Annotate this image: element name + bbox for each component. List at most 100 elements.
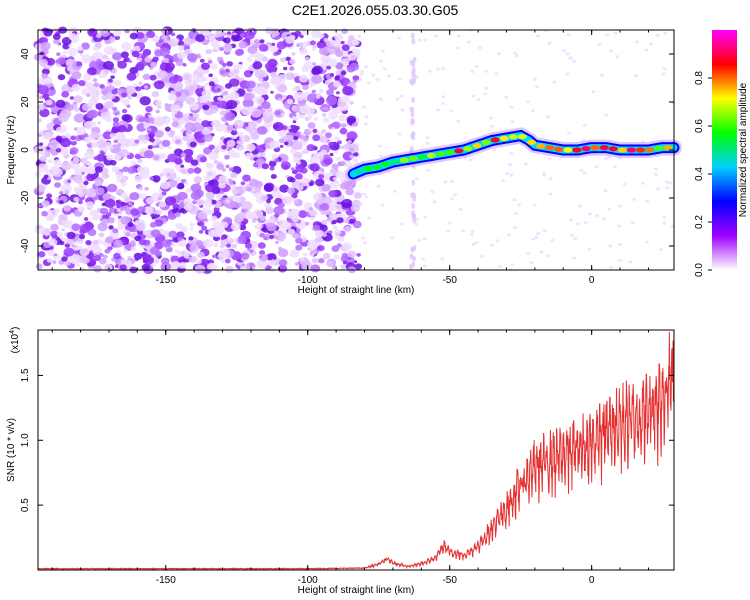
spectrogram-cell xyxy=(199,95,209,104)
spectrogram-ylabel: Frequency (Hz) xyxy=(6,116,17,185)
spectrogram-cell xyxy=(38,251,46,258)
spectrogram-cell xyxy=(189,102,199,111)
spectrogram-cell xyxy=(279,224,284,229)
spectrogram-cell xyxy=(251,218,257,224)
spectrogram-cell xyxy=(245,126,252,132)
spectrogram-cell xyxy=(562,49,567,53)
spectrogram-cell xyxy=(101,172,110,179)
spectrogram-cell xyxy=(41,200,50,208)
spectrogram-cell xyxy=(86,67,97,76)
spectrogram-cell xyxy=(311,74,323,84)
spectrogram-cell xyxy=(161,139,171,147)
spectrogram-cell xyxy=(348,43,353,47)
spectrogram-cell xyxy=(63,205,72,212)
spectrogram-cell xyxy=(492,148,497,152)
spectrogram-cell xyxy=(440,257,445,261)
spectrogram-cell xyxy=(218,182,226,189)
spectrogram-cell xyxy=(201,225,208,231)
spectrogram-cell xyxy=(154,130,164,138)
spectrogram-cell xyxy=(114,154,121,161)
spectrogram-cell xyxy=(252,61,263,70)
spectrogram-cell xyxy=(61,37,72,46)
spectrogram-cell xyxy=(261,227,268,232)
spectrogram-cell xyxy=(318,47,328,56)
spectrogram-cell xyxy=(341,28,348,35)
spectrogram-cell xyxy=(220,258,226,264)
colorbar-tick-label: 0.0 xyxy=(694,263,705,277)
spectrogram-cell xyxy=(74,107,80,112)
spectrogram-cell xyxy=(39,95,44,100)
spectrogram-cell xyxy=(100,110,112,121)
spectrogram-cell xyxy=(329,168,338,175)
signal-cell xyxy=(536,143,546,149)
spectrogram-cell xyxy=(52,260,57,264)
spectrogram-cell xyxy=(224,155,230,160)
spectrogram-cell xyxy=(501,179,506,182)
spectrogram-cell xyxy=(303,149,308,153)
spectrogram-cell xyxy=(111,166,120,173)
spectrogram-cell xyxy=(188,256,197,264)
signal-cell xyxy=(463,146,473,152)
spectrogram-cell xyxy=(332,177,338,181)
spectrogram-cell xyxy=(273,158,280,163)
spectrogram-cell xyxy=(296,184,304,191)
signal-cell xyxy=(417,154,427,160)
spectrogram-cell xyxy=(361,192,366,196)
spectrogram-cell xyxy=(412,56,417,63)
colorbar-tick-label: 0.8 xyxy=(694,71,705,85)
spectrogram-cell xyxy=(644,240,649,244)
spectrogram-cell xyxy=(224,122,229,126)
spectrogram-cell xyxy=(117,60,127,69)
spectrogram-cell xyxy=(39,142,44,146)
spectrogram-cell xyxy=(573,237,578,241)
signal-cell xyxy=(617,147,627,153)
spectrogram-cell xyxy=(37,85,49,95)
spectrogram-cell xyxy=(414,222,419,226)
spectrogram-cell xyxy=(169,83,175,88)
signal-cell xyxy=(590,145,600,151)
spectrogram-cell xyxy=(552,80,557,84)
spectrogram-cell xyxy=(43,174,49,179)
spectrogram-cell xyxy=(238,40,248,49)
spectrogram-cell xyxy=(177,45,185,51)
spectrogram-cell xyxy=(397,132,402,136)
spectrogram-cell xyxy=(205,183,216,193)
spectrogram-cell xyxy=(294,30,302,37)
spectrogram-cell xyxy=(193,72,199,78)
spectrogram-cell xyxy=(309,40,316,46)
spectrogram-cell xyxy=(400,108,405,112)
spectrogram-cell xyxy=(78,233,86,240)
spectrogram-cell xyxy=(414,177,419,181)
spectrogram-cell xyxy=(280,57,287,63)
spectrogram-cell xyxy=(352,39,360,46)
spectrogram-cell xyxy=(84,160,91,166)
spectrogram-cell xyxy=(411,261,416,268)
spectrogram-cell xyxy=(224,65,230,71)
spectrogram-cell xyxy=(575,222,580,226)
spectrogram-cell xyxy=(111,89,118,95)
spectrogram-cell xyxy=(116,133,126,141)
spectrogram-cell xyxy=(114,264,120,269)
spectrogram-cell xyxy=(248,106,255,112)
y-tick-label: -40 xyxy=(20,238,31,253)
spectrogram-cell xyxy=(360,70,364,73)
spectrogram-cell xyxy=(251,108,262,118)
spectrogram-cell xyxy=(61,91,70,98)
spectrogram-cell xyxy=(505,172,510,176)
spectrogram-cell xyxy=(286,98,294,105)
spectrogram-cell xyxy=(293,233,300,239)
spectrogram-cell xyxy=(96,153,106,162)
spectrogram-cell xyxy=(152,142,157,146)
spectrogram-cell xyxy=(411,97,416,103)
spectrogram-cell xyxy=(295,165,304,173)
spectrogram-cell xyxy=(45,99,53,106)
signal-cell xyxy=(363,166,373,172)
spectrogram-cell xyxy=(344,161,352,168)
spectrogram-cell xyxy=(334,33,344,41)
spectrogram-cell xyxy=(259,39,265,44)
colorbar-tick-label: 0.2 xyxy=(694,215,705,229)
spectrogram-cell xyxy=(318,174,325,179)
spectrogram-cell xyxy=(496,52,501,56)
spectrogram-cell xyxy=(167,168,175,175)
spectrogram-cell xyxy=(167,153,178,163)
